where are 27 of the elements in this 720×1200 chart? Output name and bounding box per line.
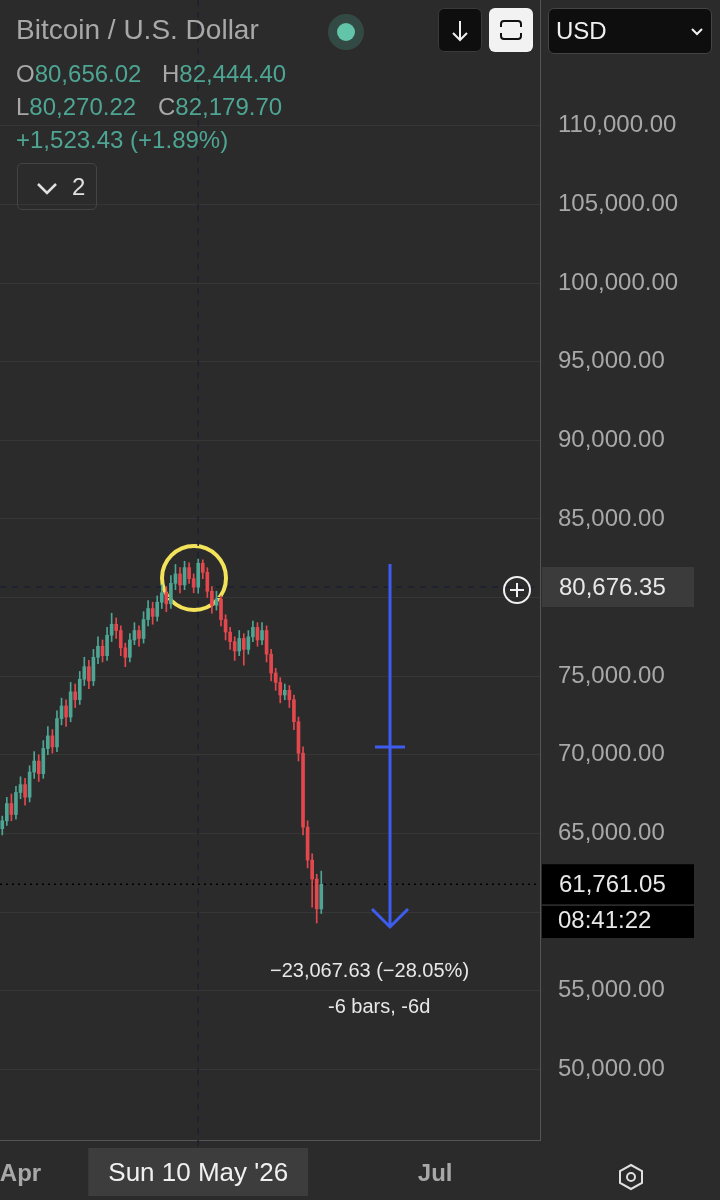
ref-line-label: 80,676.35	[559, 572, 666, 600]
ref-line-label: Sun 10 May '26	[108, 1157, 289, 1188]
y-tick-label: 55,000.00	[558, 975, 665, 1003]
annotation: C82,179.70	[158, 93, 283, 120]
y-tick-label: 65,000.00	[558, 818, 665, 845]
y-tick-label: 90,000.00	[558, 424, 665, 452]
y-tick-label: 105,000.00	[558, 189, 679, 217]
text: Bitcoin / U.S. Dollar	[16, 14, 259, 46]
annotation: 2	[72, 173, 86, 202]
text: USD	[556, 17, 607, 46]
y-tick-label: 70,000.00	[558, 739, 665, 767]
y-tick-label: 110,000.00	[558, 110, 677, 138]
text: 08:41:22	[558, 906, 652, 933]
ref-line-label: 61,761.05	[559, 869, 666, 897]
y-tick-label: 100,000.00	[558, 267, 679, 295]
y-tick-label: 95,000.00	[558, 346, 665, 374]
y-tick-label: 85,000.00	[558, 503, 665, 531]
x-tick-label: Apr	[0, 1159, 42, 1187]
annotation: +1,523.43 (+1.89%)	[16, 126, 229, 155]
annotation: L80,270.22	[16, 93, 137, 120]
y-tick-label: 75,000.00	[558, 660, 665, 688]
annotation: O80,656.02	[16, 60, 142, 87]
y-tick-label: 50,000.00	[558, 1053, 665, 1081]
annotation: -6 bars, -6d	[328, 994, 431, 1018]
annotation: H82,444.40	[162, 60, 287, 87]
annotation: −23,067.63 (−28.05%)	[270, 958, 470, 982]
x-tick-label: Jul	[417, 1159, 453, 1187]
